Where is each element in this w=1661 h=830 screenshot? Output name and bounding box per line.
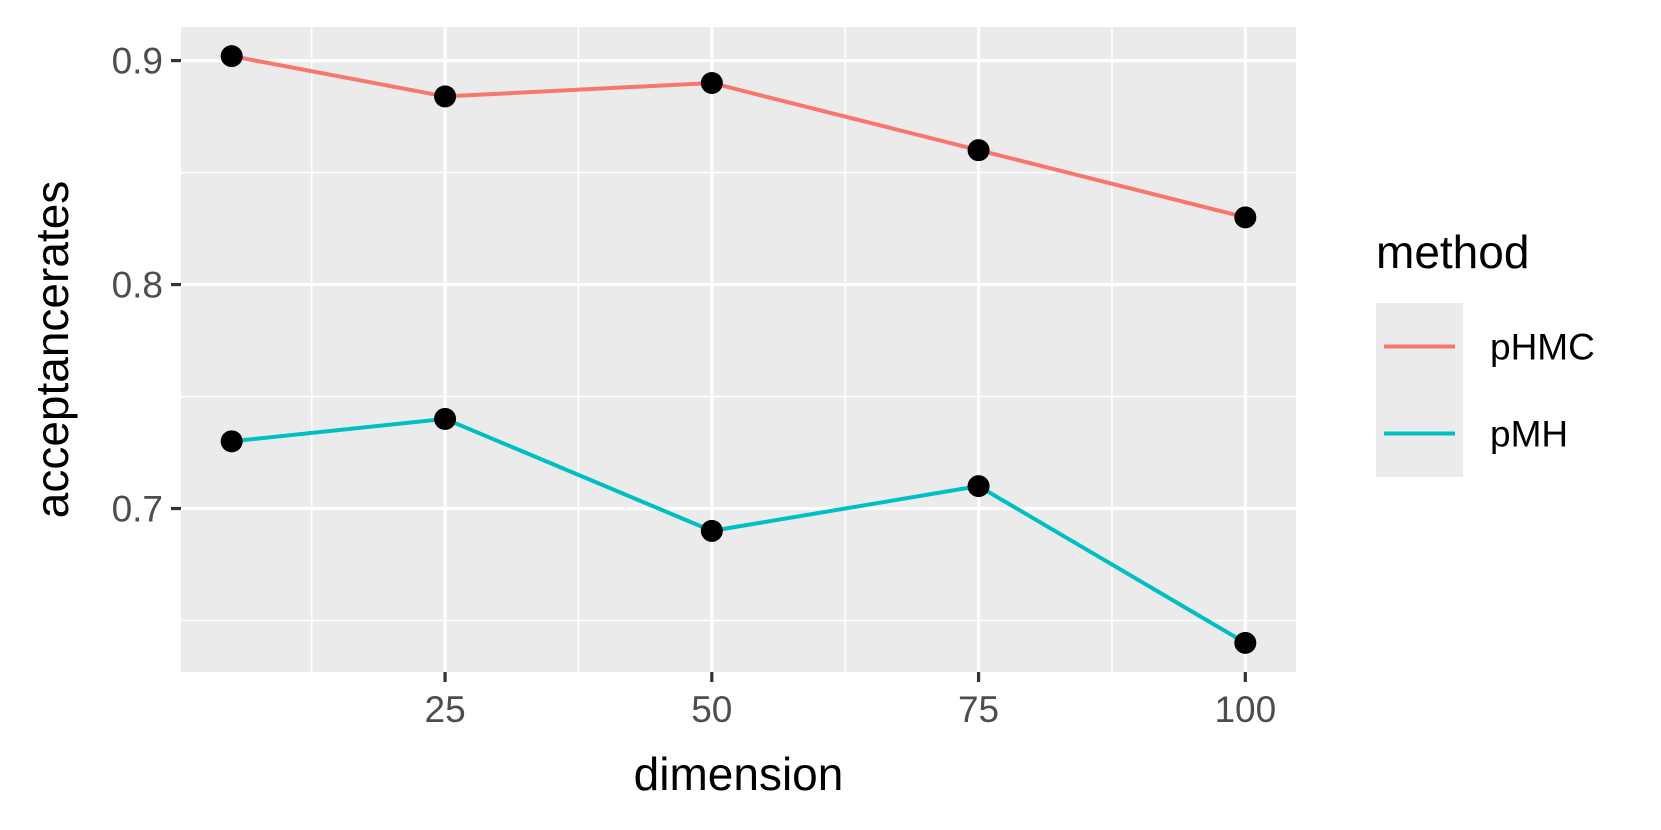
data-point-pMH: [220, 430, 243, 453]
data-point-pHMC: [434, 85, 457, 108]
x-tick-label: 100: [1214, 689, 1276, 730]
legend-key-background: [1376, 303, 1463, 477]
minor-gridlines: [181, 27, 1296, 672]
y-tick-label: 0.9: [112, 41, 163, 82]
data-point-pMH: [967, 475, 990, 498]
axis-ticks: [171, 58, 1247, 682]
x-axis-title: dimension: [634, 748, 844, 800]
major-gridlines: [181, 27, 1296, 672]
data-point-pMH: [434, 407, 457, 430]
tick-labels: 25 50 75 100 0.7 0.8 0.9: [112, 41, 1277, 730]
legend-label-pHMC: pHMC: [1490, 327, 1595, 368]
data-point-pMH: [700, 519, 723, 542]
y-axis-title: acceptancerates: [26, 181, 78, 519]
x-tick-label: 50: [691, 689, 732, 730]
x-tick-label: 25: [425, 689, 466, 730]
y-tick-label: 0.7: [112, 489, 163, 530]
data-point-pHMC: [700, 71, 723, 94]
legend-title: method: [1376, 226, 1529, 278]
y-tick-label: 0.8: [112, 265, 163, 306]
data-point-pHMC: [967, 139, 990, 162]
legend-label-pMH: pMH: [1490, 414, 1568, 455]
data-point-pHMC: [1234, 206, 1257, 229]
data-point-pHMC: [220, 45, 243, 68]
x-tick-label: 75: [958, 689, 999, 730]
series-points: [220, 45, 1257, 654]
data-point-pMH: [1234, 631, 1257, 654]
legend: method pHMC pMH: [1376, 226, 1595, 477]
legend-entries: pHMC pMH: [1384, 327, 1595, 455]
